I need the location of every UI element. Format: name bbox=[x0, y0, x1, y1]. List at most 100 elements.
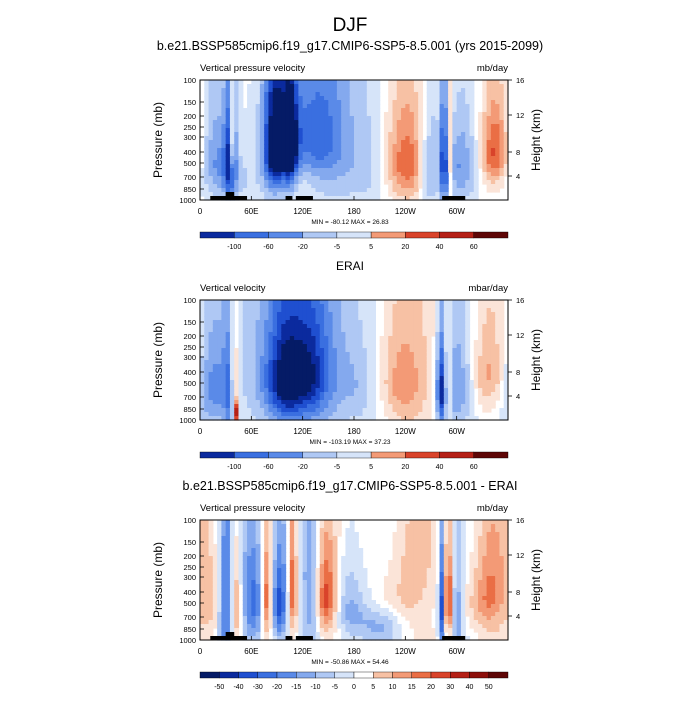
heatmap-cell bbox=[350, 96, 355, 101]
heatmap-cell bbox=[427, 92, 432, 97]
heatmap-cell bbox=[410, 304, 415, 309]
heatmap-cell bbox=[239, 552, 244, 557]
heatmap-cell bbox=[316, 384, 321, 389]
heatmap-cell bbox=[405, 332, 410, 337]
heatmap-cell bbox=[367, 156, 372, 161]
heatmap-cell bbox=[243, 520, 248, 525]
heatmap-cell bbox=[226, 136, 231, 141]
heatmap-cell bbox=[371, 104, 376, 109]
heatmap-cell bbox=[478, 332, 483, 337]
heatmap-cell bbox=[316, 332, 321, 337]
heatmap-cell bbox=[444, 164, 449, 169]
heatmap-cell bbox=[431, 144, 436, 149]
heatmap-cell bbox=[388, 312, 393, 317]
heatmap-cell bbox=[239, 348, 244, 353]
heatmap-cell bbox=[268, 412, 273, 417]
heatmap-cell bbox=[487, 120, 492, 125]
heatmap-cell bbox=[470, 100, 475, 105]
heatmap-cell bbox=[495, 140, 500, 145]
heatmap-cell bbox=[281, 164, 286, 169]
heatmap-cell bbox=[354, 304, 359, 309]
heatmap-cell bbox=[316, 608, 321, 613]
heatmap-cell bbox=[286, 332, 291, 337]
heatmap-cell bbox=[316, 596, 321, 601]
heatmap-cell bbox=[281, 332, 286, 337]
heatmap-cell bbox=[294, 528, 299, 533]
heatmap-cell bbox=[427, 308, 432, 313]
heatmap-cell bbox=[418, 376, 423, 381]
heatmap-cell bbox=[298, 580, 303, 585]
heatmap-cell bbox=[427, 352, 432, 357]
terrain-mask bbox=[210, 196, 247, 200]
heatmap-cell bbox=[273, 360, 278, 365]
heatmap-cell bbox=[393, 392, 398, 397]
heatmap-cell bbox=[256, 156, 261, 161]
heatmap-cell bbox=[422, 388, 427, 393]
heatmap-cell bbox=[333, 96, 338, 101]
heatmap-cell bbox=[264, 380, 269, 385]
heatmap-cell bbox=[465, 388, 470, 393]
heatmap-cell bbox=[491, 124, 496, 129]
heatmap-cell bbox=[397, 332, 402, 337]
heatmap-cell bbox=[499, 332, 504, 337]
heatmap-cell bbox=[286, 312, 291, 317]
heatmap-cell bbox=[307, 380, 312, 385]
heatmap-cell bbox=[251, 380, 256, 385]
heatmap-cell bbox=[307, 596, 312, 601]
heatmap-cell bbox=[482, 372, 487, 377]
heatmap-cell bbox=[388, 320, 393, 325]
heatmap-cell bbox=[320, 164, 325, 169]
heatmap-cell bbox=[277, 140, 282, 145]
heatmap-cell bbox=[209, 192, 214, 197]
heatmap-cell bbox=[303, 308, 308, 313]
heatmap-cell bbox=[290, 124, 295, 129]
heatmap-cell bbox=[311, 140, 316, 145]
heatmap-cell bbox=[316, 388, 321, 393]
heatmap-cell bbox=[209, 188, 214, 193]
heatmap-cell bbox=[363, 136, 368, 141]
heatmap-cell bbox=[337, 312, 342, 317]
heatmap-cell bbox=[461, 312, 466, 317]
heatmap-cell bbox=[491, 376, 496, 381]
heatmap-cell bbox=[209, 552, 214, 557]
heatmap-cell bbox=[320, 544, 325, 549]
heatmap-cell bbox=[294, 552, 299, 557]
heatmap-cell bbox=[324, 332, 329, 337]
heatmap-cell bbox=[410, 384, 415, 389]
heatmap-cell bbox=[256, 408, 261, 413]
heatmap-cell bbox=[311, 128, 316, 133]
heatmap-cell bbox=[358, 340, 363, 345]
heatmap-cell bbox=[482, 92, 487, 97]
heatmap-cell bbox=[324, 616, 329, 621]
heatmap-cell bbox=[256, 120, 261, 125]
heatmap-cell bbox=[256, 312, 261, 317]
heatmap-cell bbox=[320, 180, 325, 185]
heatmap-cell bbox=[234, 148, 239, 153]
heatmap-cell bbox=[251, 592, 256, 597]
heatmap-cell bbox=[328, 88, 333, 93]
heatmap-cell bbox=[410, 364, 415, 369]
heatmap-cell bbox=[448, 160, 453, 165]
heatmap-cell bbox=[320, 136, 325, 141]
heatmap-cell bbox=[457, 304, 462, 309]
heatmap-cell bbox=[495, 324, 500, 329]
heatmap-cell bbox=[414, 192, 419, 197]
heatmap-cell bbox=[226, 84, 231, 89]
heatmap-cell bbox=[298, 632, 303, 637]
heatmap-cell bbox=[311, 120, 316, 125]
heatmap-cell bbox=[281, 340, 286, 345]
heatmap-cell bbox=[474, 344, 479, 349]
heatmap-cell bbox=[328, 548, 333, 553]
heatmap-cell bbox=[217, 596, 222, 601]
heatmap-cell bbox=[337, 360, 342, 365]
heatmap-cell bbox=[221, 360, 226, 365]
heatmap-cell bbox=[277, 400, 282, 405]
heatmap-cell bbox=[239, 560, 244, 565]
heatmap-cell bbox=[256, 568, 261, 573]
heatmap-cell bbox=[311, 312, 316, 317]
heatmap-cell bbox=[277, 616, 282, 621]
heatmap-cell bbox=[482, 376, 487, 381]
heatmap-cell bbox=[221, 368, 226, 373]
heatmap-cell bbox=[243, 392, 248, 397]
heatmap-cell bbox=[221, 560, 226, 565]
